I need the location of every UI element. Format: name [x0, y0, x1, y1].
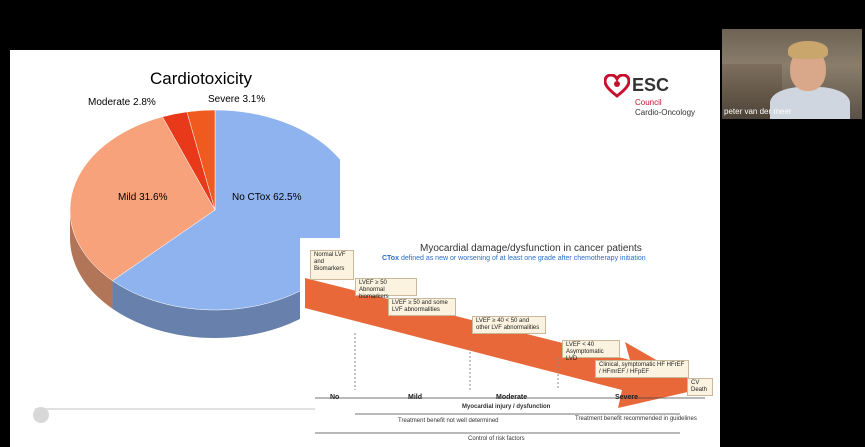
stage-cv-death-box: CV Death — [687, 378, 713, 396]
pie-side-0 — [112, 260, 340, 338]
severity-mild: Mild — [408, 394, 422, 401]
pie-slice-3 — [186, 109, 216, 211]
pie-chart — [69, 109, 340, 338]
diagram-subtitle: CTox defined as new or worsening of at l… — [382, 255, 646, 262]
webcam-video-tile[interactable]: peter van der meer — [722, 29, 862, 119]
shared-slide: Cardiotoxicity Moderate 2.8% Severe 3.1%… — [10, 50, 720, 447]
pie-label-no-ctox: No CTox 62.5% — [232, 192, 302, 203]
diagram-subtitle-bold: CTox — [382, 255, 399, 262]
stage-abnormal-biomarkers-box: LVEF ≥ 50 Abnormal biomarkers — [355, 278, 417, 300]
note-bottom: Control of risk factors — [468, 436, 525, 442]
stage-asymptomatic-lvd-box: LVEF < 40 Asymptomatic LVD — [562, 340, 620, 362]
webcam-person-hair — [788, 41, 828, 59]
pie-label-severe: Severe 3.1% — [208, 94, 266, 105]
pie-chart-title: Cardiotoxicity — [150, 69, 253, 88]
pie-slice-0 — [112, 109, 340, 311]
pie-label-mild: Mild 31.6% — [118, 192, 168, 203]
participant-name: peter van der meer — [724, 107, 792, 116]
severity-moderate: Moderate — [496, 394, 528, 401]
slide-progress-track[interactable] — [35, 408, 315, 410]
esc-subtitle: Cardio-Oncology — [635, 108, 696, 117]
pie-slice-1 — [69, 116, 216, 282]
diagram-subtitle-text: defined as new or worsening of at least … — [400, 255, 646, 262]
slide-progress-knob[interactable] — [33, 407, 49, 423]
pie-side-1 — [70, 210, 113, 309]
severity-no: No — [330, 394, 340, 401]
note-right: Treatment benefit recommended in guideli… — [575, 416, 697, 422]
esc-council-text: Council — [635, 98, 662, 107]
stage-lvf-abnormalities-box: LVEF ≥ 50 and some LVF abnormalities — [388, 298, 456, 316]
pie-label-moderate: Moderate 2.8% — [88, 97, 156, 108]
ctox-diagram: Myocardial damage/dysfunction in cancer … — [300, 238, 720, 447]
stage-lvef-40-50-box: LVEF ≥ 40 < 50 and other LVF abnormaliti… — [472, 316, 546, 334]
diagram-title: Myocardial damage/dysfunction in cancer … — [420, 243, 642, 254]
axis-label: Myocardial injury / dysfunction — [462, 404, 551, 410]
severity-severe: Severe — [615, 394, 638, 401]
stage-clinical-hf-box: Clinical, symptomatic HF HFrEF / HFmrEF … — [595, 360, 689, 378]
stage-normal-box: Normal LVF and Biomarkers — [310, 250, 354, 280]
webcam-person-body — [770, 87, 850, 119]
note-left: Treatment benefit not well determined — [398, 418, 499, 424]
esc-logo-text: ESC — [632, 75, 670, 95]
esc-heart-icon — [604, 74, 630, 98]
